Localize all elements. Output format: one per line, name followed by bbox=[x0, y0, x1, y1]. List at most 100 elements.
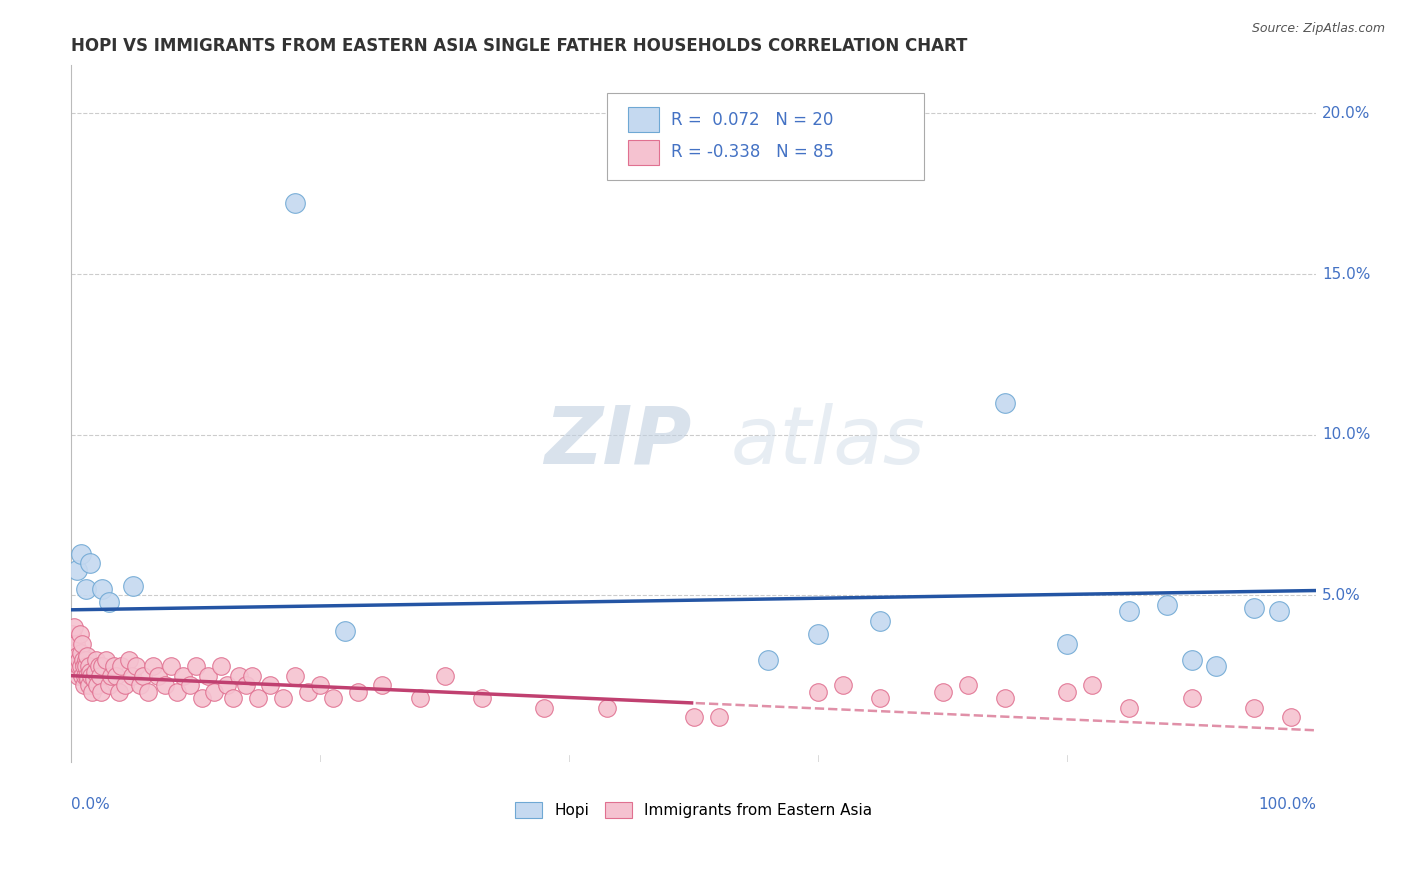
Point bbox=[62, 636, 84, 650]
Point bbox=[73, 678, 96, 692]
Point bbox=[1118, 604, 1140, 618]
Point bbox=[84, 652, 107, 666]
Point bbox=[87, 659, 110, 673]
Point bbox=[322, 691, 344, 706]
Point bbox=[409, 691, 432, 706]
Point bbox=[132, 668, 155, 682]
Point bbox=[209, 659, 232, 673]
Point bbox=[121, 668, 143, 682]
Point bbox=[91, 659, 114, 673]
FancyBboxPatch shape bbox=[606, 93, 924, 180]
Point bbox=[83, 672, 105, 686]
Point bbox=[125, 659, 148, 673]
Point bbox=[433, 668, 456, 682]
Point bbox=[117, 652, 139, 666]
Point bbox=[284, 668, 307, 682]
FancyBboxPatch shape bbox=[627, 140, 659, 164]
Point bbox=[1279, 710, 1302, 724]
Text: atlas: atlas bbox=[731, 402, 925, 481]
Point bbox=[228, 668, 250, 682]
Point bbox=[756, 652, 779, 666]
Point bbox=[110, 659, 132, 673]
Point bbox=[166, 685, 188, 699]
Point bbox=[1243, 601, 1265, 615]
Point bbox=[682, 710, 704, 724]
Point bbox=[69, 659, 91, 673]
Point bbox=[100, 668, 122, 682]
Point bbox=[66, 656, 89, 670]
Point bbox=[807, 627, 830, 641]
Point bbox=[103, 659, 125, 673]
Point bbox=[271, 691, 294, 706]
Point bbox=[79, 678, 101, 692]
Point bbox=[1181, 691, 1204, 706]
Point bbox=[1267, 604, 1289, 618]
Point bbox=[1118, 701, 1140, 715]
Text: HOPI VS IMMIGRANTS FROM EASTERN ASIA SINGLE FATHER HOUSEHOLDS CORRELATION CHART: HOPI VS IMMIGRANTS FROM EASTERN ASIA SIN… bbox=[72, 37, 967, 55]
Point bbox=[148, 668, 170, 682]
Point bbox=[90, 685, 112, 699]
Point bbox=[63, 646, 86, 660]
Point bbox=[159, 659, 181, 673]
Point bbox=[807, 685, 830, 699]
Point bbox=[128, 678, 150, 692]
Point bbox=[72, 652, 94, 666]
Text: 100.0%: 100.0% bbox=[1258, 797, 1316, 813]
Point bbox=[1205, 659, 1227, 673]
Point bbox=[72, 636, 94, 650]
Point bbox=[79, 665, 101, 680]
Point bbox=[91, 582, 114, 596]
Point bbox=[869, 691, 891, 706]
Point bbox=[222, 691, 245, 706]
Point bbox=[956, 678, 979, 692]
Text: R =  0.072   N = 20: R = 0.072 N = 20 bbox=[671, 111, 834, 128]
Point bbox=[471, 691, 494, 706]
Point bbox=[97, 678, 120, 692]
Point bbox=[75, 659, 97, 673]
Point bbox=[65, 659, 87, 673]
Point bbox=[284, 196, 307, 211]
Point bbox=[1156, 598, 1178, 612]
Point bbox=[67, 668, 90, 682]
Text: ZIP: ZIP bbox=[544, 402, 692, 481]
Point bbox=[191, 691, 214, 706]
Point bbox=[259, 678, 281, 692]
Point bbox=[77, 659, 100, 673]
Text: 5.0%: 5.0% bbox=[1322, 588, 1361, 603]
Point bbox=[73, 668, 96, 682]
Point bbox=[89, 668, 111, 682]
Point bbox=[215, 678, 238, 692]
Point bbox=[707, 710, 730, 724]
Point bbox=[1056, 636, 1078, 650]
Point bbox=[76, 649, 98, 664]
Point bbox=[82, 685, 104, 699]
Point bbox=[1243, 701, 1265, 715]
Point bbox=[179, 678, 201, 692]
Point bbox=[994, 395, 1017, 409]
Point bbox=[333, 624, 356, 638]
Point bbox=[1181, 652, 1204, 666]
Point bbox=[297, 685, 319, 699]
Point bbox=[931, 685, 953, 699]
Text: 20.0%: 20.0% bbox=[1322, 106, 1371, 121]
Point bbox=[94, 652, 117, 666]
Point bbox=[107, 685, 129, 699]
Point bbox=[869, 614, 891, 628]
Point bbox=[153, 678, 176, 692]
Point bbox=[1056, 685, 1078, 699]
Point bbox=[105, 668, 128, 682]
Point bbox=[80, 668, 103, 682]
Text: Source: ZipAtlas.com: Source: ZipAtlas.com bbox=[1251, 22, 1385, 36]
Point bbox=[67, 659, 90, 673]
Point bbox=[70, 547, 93, 561]
Point bbox=[83, 665, 105, 680]
Text: R = -0.338   N = 85: R = -0.338 N = 85 bbox=[671, 144, 834, 161]
Point bbox=[122, 579, 145, 593]
Point bbox=[75, 582, 97, 596]
Point bbox=[62, 627, 84, 641]
Point bbox=[75, 652, 97, 666]
Point bbox=[142, 659, 165, 673]
Point bbox=[66, 563, 89, 577]
Point bbox=[114, 678, 136, 692]
Point bbox=[595, 701, 617, 715]
